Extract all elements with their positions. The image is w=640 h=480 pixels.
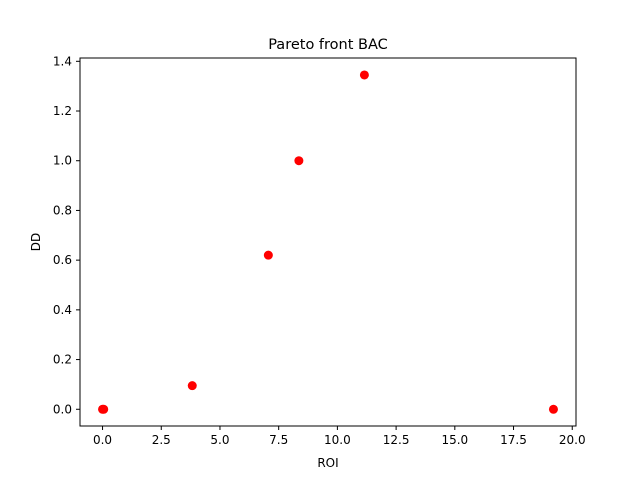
x-tick-label: 15.0 <box>441 433 468 447</box>
x-tick-label: 2.5 <box>152 433 171 447</box>
axis-ticks: 0.0 2.5 5.0 7.5 10.0 12.5 15.0 17.5 20.0 0.0 0.2 0.… <box>53 54 586 447</box>
scatter-point <box>548 404 558 414</box>
y-axis-label: DD <box>29 233 43 251</box>
y-tick-label: 1.2 <box>53 104 72 118</box>
scatter-point <box>187 381 197 391</box>
x-tick-label: 12.5 <box>383 433 410 447</box>
scatter-point <box>263 250 273 260</box>
y-tick-label: 1.4 <box>53 54 72 68</box>
x-tick-label: 5.0 <box>210 433 229 447</box>
y-tick-label: 0.4 <box>53 303 72 317</box>
x-axis-label: ROI <box>317 456 338 470</box>
plot-frame <box>79 57 577 427</box>
x-tick-label: 17.5 <box>500 433 527 447</box>
scatter-point <box>99 404 109 414</box>
y-tick-label: 1.0 <box>53 154 72 168</box>
data-points <box>98 70 558 414</box>
chart-title: Pareto front BAC <box>268 37 388 53</box>
y-tick-label: 0.6 <box>53 253 72 267</box>
x-tick-label: 10.0 <box>324 433 351 447</box>
x-tick-label: 7.5 <box>269 433 288 447</box>
y-tick-label: 0.2 <box>53 353 72 367</box>
y-tick-label: 0.0 <box>53 402 72 416</box>
scatter-point <box>294 156 304 166</box>
x-tick-label: 0.0 <box>93 433 112 447</box>
y-tick-label: 0.8 <box>53 203 72 217</box>
x-tick-label: 20.0 <box>559 433 586 447</box>
scatter-point <box>359 70 369 80</box>
